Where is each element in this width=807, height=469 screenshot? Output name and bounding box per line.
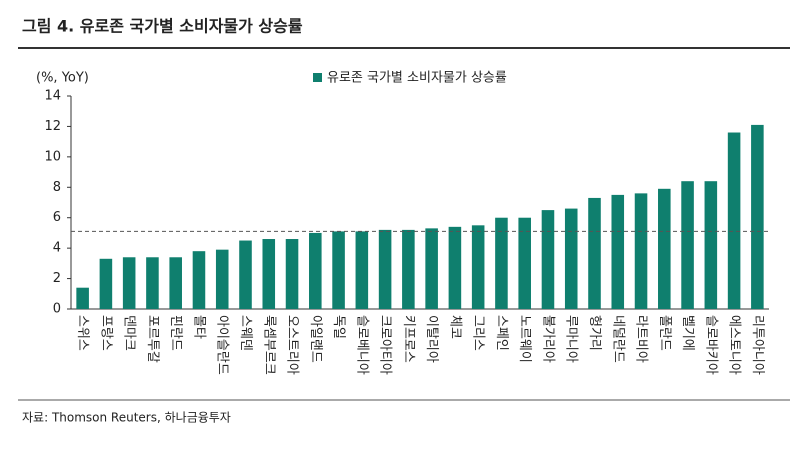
bar	[518, 217, 531, 309]
bar	[239, 240, 252, 309]
bar	[378, 229, 392, 309]
source: 자료: Thomson Reuters, 하나금융투자	[22, 411, 231, 425]
bar	[541, 210, 555, 309]
y-tick-label: 6	[53, 210, 61, 225]
y-tick-label: 0	[53, 302, 61, 317]
x-tick-label: 그리스	[471, 315, 486, 351]
bar	[402, 229, 415, 309]
x-tick-label: 라트비아	[634, 315, 649, 363]
x-tick-label: 덴마크	[122, 315, 137, 351]
bar	[192, 251, 206, 309]
y-tick-label: 4	[53, 241, 61, 256]
bar	[122, 257, 136, 309]
x-tick-label: 루마니아	[564, 315, 579, 363]
bar	[588, 197, 601, 309]
y-tick-label: 12	[44, 119, 61, 134]
y-tick-label: 14	[44, 89, 61, 104]
x-tick-label: 이탈리아	[424, 315, 439, 363]
x-tick-label: 프랑스	[98, 315, 113, 351]
bar	[425, 228, 438, 309]
x-tick-label: 스위스	[75, 315, 90, 351]
x-tick-label: 독일	[331, 315, 346, 339]
legend-label: 유로존 국가별 소비자물가 상승률	[327, 71, 507, 86]
bar	[658, 188, 671, 309]
bar	[309, 232, 322, 309]
x-tick-label: 아이슬란드	[215, 315, 230, 375]
x-tick-label: 키프로스	[401, 315, 416, 363]
bar	[564, 208, 578, 309]
x-tick-label: 폴란드	[657, 315, 672, 351]
bar	[332, 231, 345, 309]
bar	[285, 239, 299, 309]
y-tick-label: 10	[44, 149, 61, 164]
x-tick-label: 슬로베니아	[354, 315, 369, 375]
x-tick-label: 슬로바키아	[703, 315, 718, 375]
bar	[495, 217, 508, 309]
bar	[146, 257, 159, 309]
x-tick-label: 스웨덴	[238, 315, 253, 351]
x-tick-label: 헝가리	[587, 315, 602, 351]
bar	[611, 194, 625, 309]
y-tick-label: 2	[53, 271, 61, 286]
y-axis-label: (%, YoY)	[36, 71, 89, 86]
x-tick-label: 몰타	[191, 315, 206, 339]
x-tick-label: 불가리아	[540, 315, 555, 363]
x-tick-label: 벨기에	[680, 315, 695, 351]
x-tick-label: 룩셈부르크	[261, 315, 276, 375]
bar	[76, 287, 89, 309]
bar	[169, 257, 182, 309]
bar	[355, 231, 369, 309]
bar	[448, 226, 462, 309]
x-tick-label: 스페인	[494, 315, 509, 351]
x-tick-label: 포르투갈	[145, 315, 160, 363]
x-tick-label: 아일랜드	[308, 315, 323, 363]
bar	[681, 181, 694, 309]
bar	[262, 239, 276, 309]
bar	[751, 124, 764, 310]
bar	[215, 249, 229, 309]
bar	[99, 258, 113, 309]
bar	[634, 193, 648, 309]
x-tick-label: 오스트리아	[285, 315, 300, 375]
x-tick-label: 핀란드	[168, 315, 183, 351]
legend-swatch	[313, 73, 322, 82]
y-tick-label: 8	[53, 180, 61, 195]
x-tick-label: 체코	[447, 315, 462, 339]
bar	[471, 225, 485, 309]
x-tick-label: 에스토니아	[727, 315, 742, 375]
bar	[727, 132, 741, 309]
x-tick-label: 크로아티아	[378, 315, 393, 375]
x-tick-label: 네덜란드	[610, 315, 625, 363]
x-tick-label: 리투아니아	[750, 315, 765, 375]
bar	[704, 181, 718, 309]
x-tick-label: 노르웨이	[517, 315, 532, 363]
chart-title: 그림 4. 유로존 국가별 소비자물가 상승률	[22, 17, 303, 36]
